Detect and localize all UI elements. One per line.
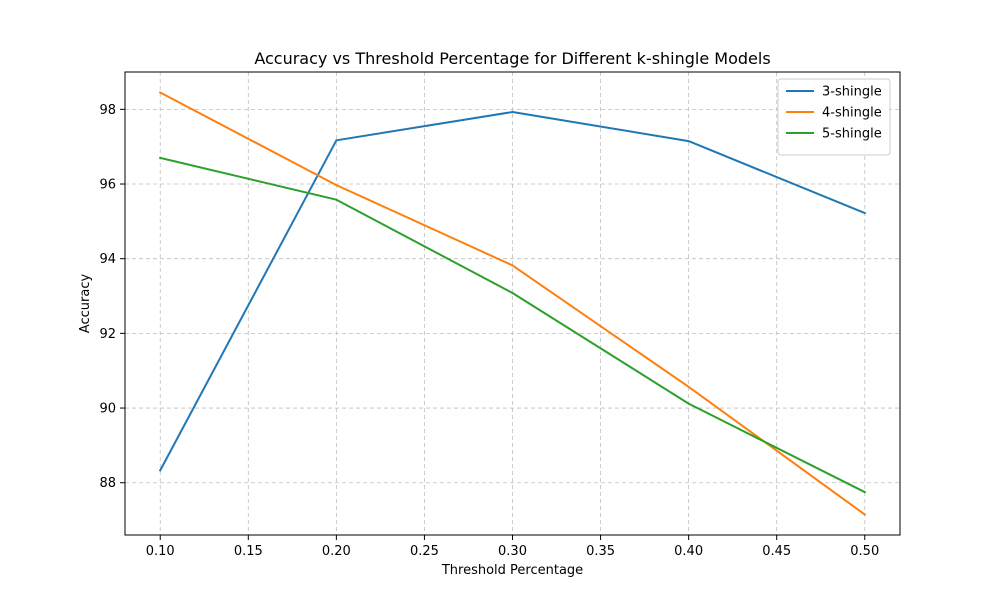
x-tick-label: 0.25 [410,544,439,559]
y-axis-label: Accuracy [78,274,93,334]
series-line-4-shingle [158,91,867,516]
x-tick-label: 0.30 [498,544,527,559]
series-line-3-shingle [158,111,867,472]
chart-title: Accuracy vs Threshold Percentage for Dif… [254,49,770,68]
y-tick-label: 92 [99,327,116,342]
x-tick-label: 0.15 [234,544,263,559]
x-tick-label: 0.50 [850,544,879,559]
series-layer [158,91,867,516]
legend-label: 3-shingle [822,85,882,100]
x-tick-label: 0.35 [586,544,615,559]
x-tick-label: 0.20 [322,544,351,559]
legend-label: 4-shingle [822,106,882,121]
y-ticks: 88 90 92 94 96 98 [99,103,125,491]
x-tick-label: 0.40 [674,544,703,559]
x-ticks: 0.10 0.15 0.20 0.25 0.30 0.35 0.40 0.45 0.50 [146,535,879,559]
legend-box [777,78,891,156]
y-tick-label: 98 [99,103,116,118]
y-tick-label: 96 [99,178,116,193]
y-tick-label: 94 [99,252,116,267]
legend: 3-shingle 4-shingle 5-shingle [777,78,891,156]
y-tick-label: 88 [99,476,116,491]
x-axis-label: Threshold Percentage [441,563,583,578]
x-tick-label: 0.10 [146,544,175,559]
series-line-5-shingle [158,156,867,494]
x-tick-label: 0.45 [762,544,791,559]
legend-label: 5-shingle [822,127,882,142]
y-tick-label: 90 [99,402,116,417]
